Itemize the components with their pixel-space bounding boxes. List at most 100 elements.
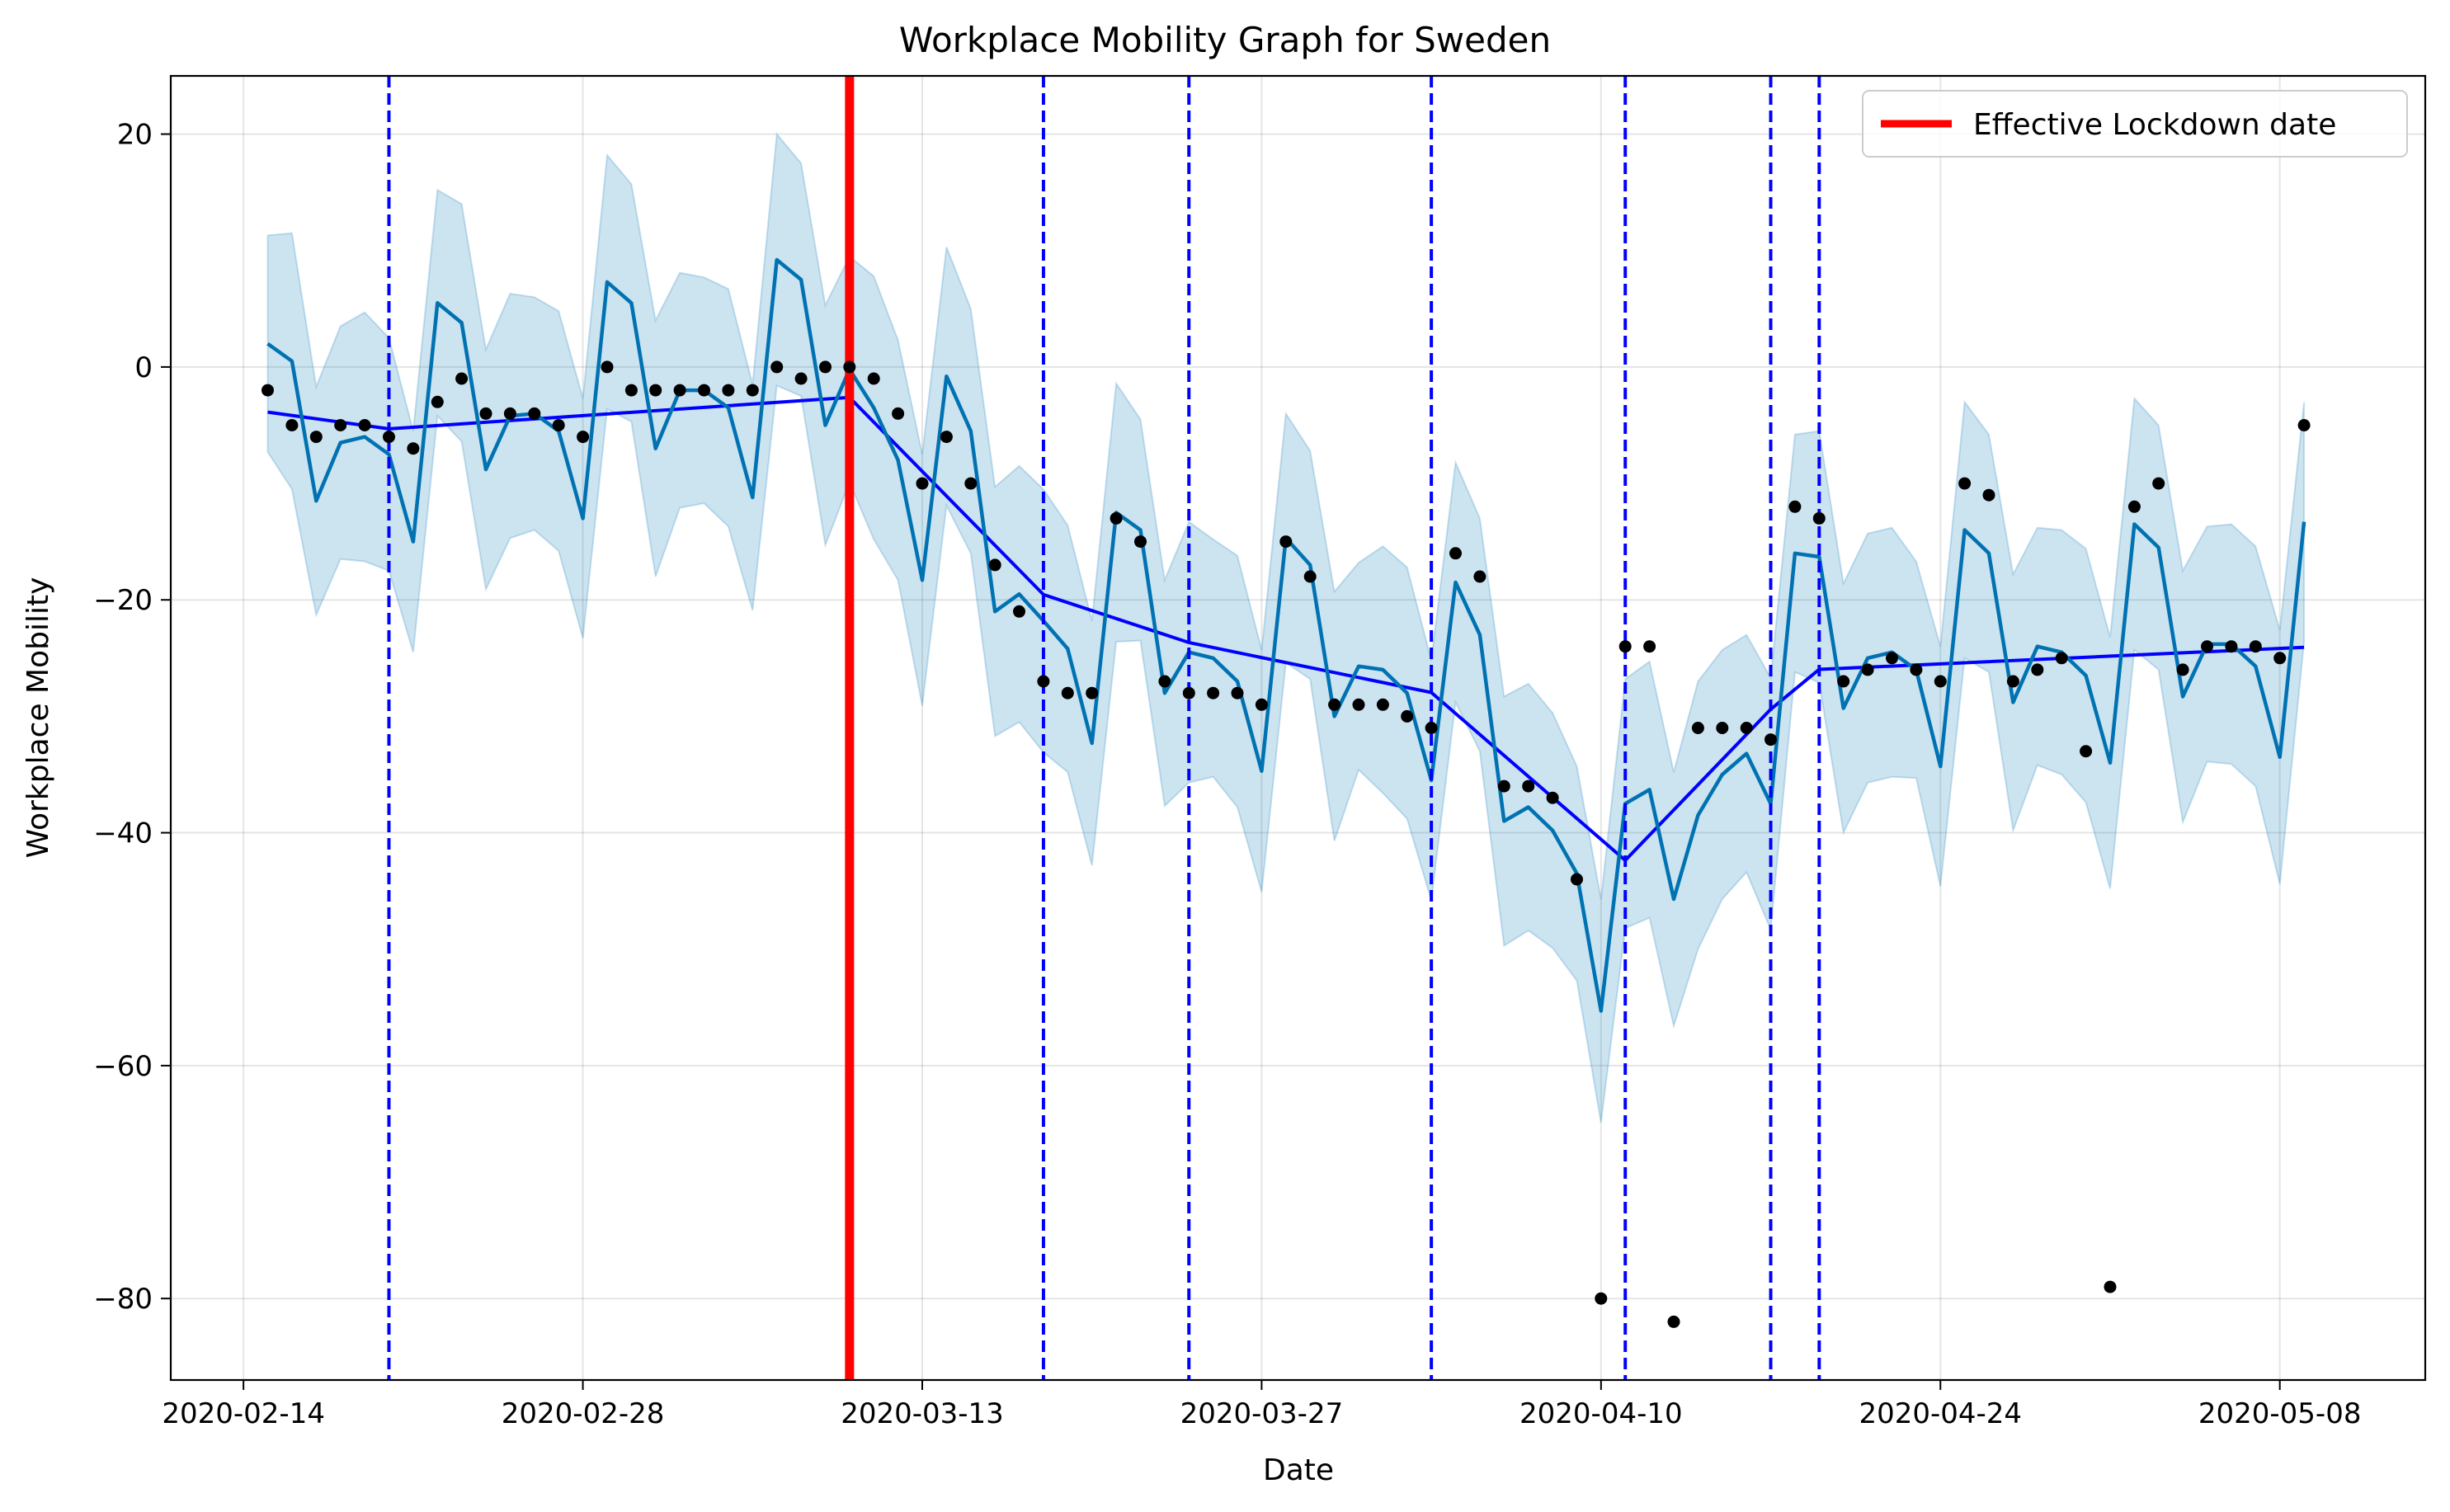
observed-point xyxy=(1643,640,1656,653)
observed-point xyxy=(1812,511,1826,525)
legend: Effective Lockdown date xyxy=(1862,90,2408,158)
observed-point xyxy=(1546,791,1559,804)
observed-point xyxy=(1207,686,1220,699)
observed-point xyxy=(1886,652,1898,665)
observed-point xyxy=(1328,698,1341,711)
observed-point xyxy=(1449,547,1462,560)
x-axis-label: Date xyxy=(1263,1453,1334,1487)
grid xyxy=(171,76,2425,1380)
observed-point xyxy=(1788,500,1802,513)
observed-point xyxy=(1667,1315,1680,1328)
observed-point xyxy=(1279,535,1293,549)
observed-point xyxy=(1740,722,1753,734)
trend-line xyxy=(267,395,2305,863)
observed-point xyxy=(2055,652,2068,665)
observed-point xyxy=(358,419,371,431)
y-tick-label: 20 xyxy=(117,119,153,152)
observed-point xyxy=(2249,640,2262,653)
observed-point xyxy=(2080,745,2093,758)
observed-point xyxy=(309,431,323,444)
observed-point xyxy=(1013,605,1025,618)
x-axis-ticks: 2020-02-14 2020-02-28 2020-03-13 2020-03-27… xyxy=(162,1380,2361,1430)
observed-point xyxy=(1716,722,1729,734)
observed-point xyxy=(1231,686,1244,699)
observed-point xyxy=(2176,663,2189,676)
observed-points xyxy=(261,360,2311,1328)
y-tick-label: −80 xyxy=(93,1283,153,1316)
observed-point xyxy=(988,558,1001,572)
observed-point xyxy=(1595,1292,1608,1305)
observed-point xyxy=(1837,675,1850,688)
observed-point xyxy=(1352,698,1365,711)
observed-point xyxy=(649,384,662,397)
observed-point xyxy=(1473,570,1486,583)
observed-point xyxy=(2152,477,2165,490)
observed-point xyxy=(2225,640,2238,653)
observed-point xyxy=(1497,780,1510,793)
observed-point xyxy=(964,477,978,490)
observed-point xyxy=(2031,663,2044,676)
observed-point xyxy=(1522,780,1535,793)
observed-point xyxy=(770,360,784,374)
observed-point xyxy=(746,384,759,397)
observed-point xyxy=(1618,640,1632,653)
observed-point xyxy=(261,384,274,397)
observed-point xyxy=(843,360,856,374)
uncertainty-band xyxy=(266,132,2306,1123)
y-axis-label: Workplace Mobility xyxy=(21,577,55,859)
uncertainty-band-area xyxy=(266,132,2306,1123)
observed-point xyxy=(2297,419,2311,431)
observed-point xyxy=(1764,733,1777,747)
observed-point xyxy=(722,384,735,397)
y-tick-label: −20 xyxy=(93,584,153,617)
observed-point xyxy=(2201,640,2213,653)
observed-point xyxy=(698,384,710,397)
observed-point xyxy=(916,477,929,490)
observed-point xyxy=(479,407,492,420)
x-tick-label: 2020-02-28 xyxy=(502,1397,665,1430)
observed-point xyxy=(1303,570,1317,583)
observed-point xyxy=(1158,675,1171,688)
x-tick-label: 2020-03-13 xyxy=(841,1397,1004,1430)
y-tick-label: 0 xyxy=(134,351,153,384)
observed-point xyxy=(2273,652,2287,665)
x-tick-label: 2020-04-10 xyxy=(1519,1397,1683,1430)
observed-point xyxy=(1376,698,1389,711)
y-axis-ticks: 20 0 −20 −40 −60 −80 xyxy=(93,119,171,1316)
observed-point xyxy=(2127,500,2141,513)
observed-point xyxy=(285,419,299,431)
x-tick-label: 2020-03-27 xyxy=(1180,1397,1344,1430)
plot-frame xyxy=(169,74,2427,1382)
observed-point xyxy=(2104,1280,2117,1293)
observed-point xyxy=(431,395,444,408)
y-tick-label: −60 xyxy=(93,1050,153,1083)
observed-point xyxy=(1061,686,1074,699)
observed-point xyxy=(503,407,516,420)
observed-point xyxy=(455,372,469,385)
observed-point xyxy=(940,431,953,444)
observed-point xyxy=(383,431,395,444)
observed-point xyxy=(1037,675,1050,688)
changepoint-layer xyxy=(387,76,1821,1380)
observed-point xyxy=(1861,663,1874,676)
observed-point xyxy=(528,407,541,420)
y-tick-label: −40 xyxy=(93,817,153,850)
x-tick-label: 2020-04-24 xyxy=(1859,1397,2022,1430)
observed-point xyxy=(407,442,420,455)
observed-point xyxy=(1910,663,1923,676)
observed-point xyxy=(601,360,614,374)
observed-point xyxy=(1691,722,1704,734)
observed-point xyxy=(1255,698,1268,711)
observed-point xyxy=(673,384,686,397)
chart-title: Workplace Mobility Graph for Sweden xyxy=(899,20,1551,60)
observed-point xyxy=(2006,675,2019,688)
observed-point xyxy=(1401,709,1414,723)
observed-point xyxy=(1110,511,1123,525)
trend-layer xyxy=(267,395,2305,863)
x-tick-label: 2020-02-14 xyxy=(162,1397,325,1430)
observed-point xyxy=(1134,535,1147,549)
legend-box xyxy=(1862,90,2408,158)
observed-point xyxy=(1182,686,1195,699)
